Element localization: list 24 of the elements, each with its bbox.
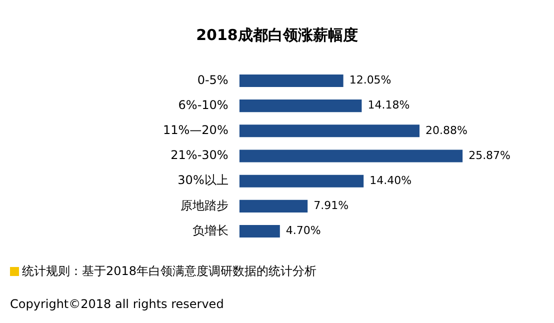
bar bbox=[239, 74, 344, 88]
y-tick-label: 负增长 bbox=[192, 223, 228, 238]
bar bbox=[239, 174, 364, 188]
data-label: 25.87% bbox=[468, 148, 511, 162]
data-label: 14.40% bbox=[370, 174, 412, 187]
bar bbox=[239, 224, 280, 238]
data-label: 14.18% bbox=[368, 98, 410, 112]
bar bbox=[239, 150, 463, 162]
y-tick-label: 原地踏步 bbox=[180, 198, 228, 212]
data-label: 12.05% bbox=[349, 74, 392, 87]
text: 统计规则：基于2018年白领满意度调研数据的统计分析 bbox=[22, 263, 317, 280]
y-tick-label: 21%-30% bbox=[170, 148, 228, 162]
data-label: 4.70% bbox=[286, 224, 321, 238]
bar bbox=[239, 124, 420, 138]
y-tick-label: 11%—20% bbox=[163, 123, 228, 138]
chart-title: 2018成都白领涨薪幅度 bbox=[195, 26, 359, 45]
text: Copyright©2018 all rights reserved bbox=[10, 297, 224, 311]
y-tick-label: 6%-10% bbox=[178, 98, 228, 112]
data-label: 7.91% bbox=[314, 199, 349, 212]
bar bbox=[239, 100, 362, 112]
bar bbox=[239, 200, 308, 212]
data-label: 20.88% bbox=[426, 124, 468, 137]
y-tick-label: 0-5% bbox=[197, 72, 228, 87]
y-tick-label: 30%以上 bbox=[178, 173, 228, 188]
